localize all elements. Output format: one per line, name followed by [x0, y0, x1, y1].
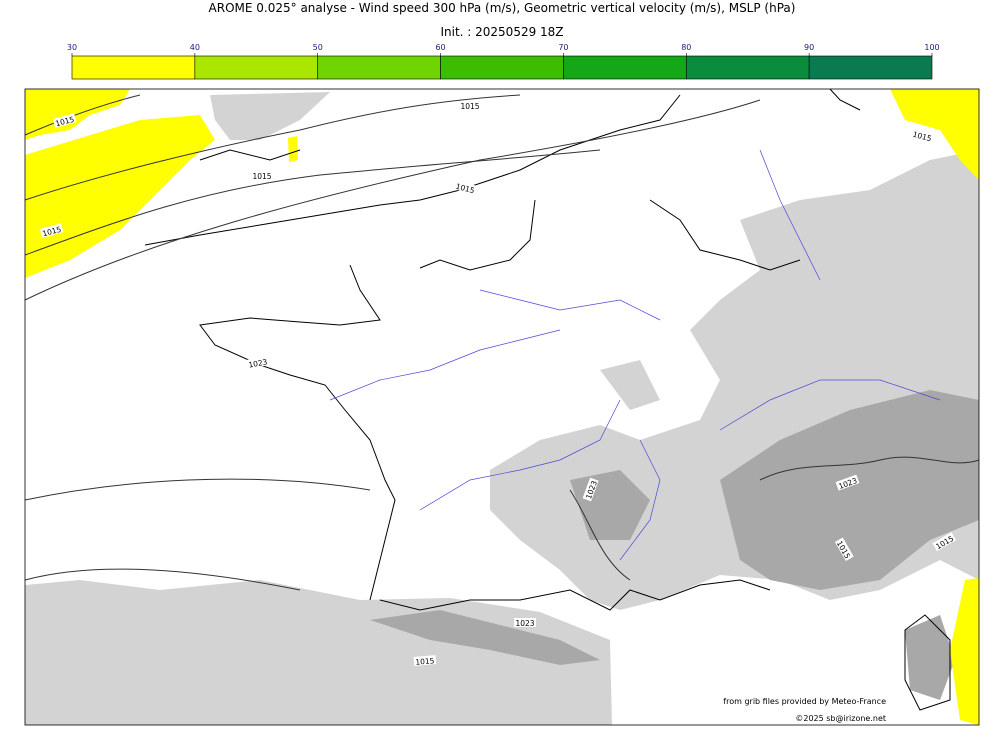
colorbar-segment [440, 55, 564, 80]
isobar-label-bg [932, 532, 957, 552]
isobar-label-bg [453, 180, 478, 195]
rivers [329, 149, 941, 561]
colorbar-tick-label: 60 [435, 43, 445, 52]
isobar-label-bg [582, 477, 599, 502]
isobar-label: 1015 [252, 172, 271, 181]
isobar-label-bg [459, 101, 481, 110]
colorbar-tick-label: 70 [558, 43, 568, 52]
map-frame [24, 88, 980, 726]
colorbar-tick-label: 30 [67, 43, 77, 52]
colorbar-segment [317, 55, 441, 80]
colorbar-tick-label: 90 [804, 43, 814, 52]
isobar-label-bg [251, 171, 273, 180]
isobar-label-bg [514, 618, 536, 627]
colorbar-segment [808, 55, 933, 80]
isobar-label: 1015 [460, 102, 479, 111]
subtitle: Init. : 20250529 18Z [440, 25, 563, 39]
colorbar-tick-label: 50 [313, 43, 323, 52]
isobar-label-bg [834, 537, 854, 562]
title: AROME 0.025° analyse - Wind speed 300 hP… [209, 1, 796, 15]
colorbar-segment [563, 55, 687, 80]
colorbar-tick-label: 40 [190, 43, 200, 52]
isobar-label-bg [52, 113, 77, 128]
colorbar-tick-label: 80 [681, 43, 691, 52]
colorbar: 30 40 50 60 70 80 90 100 [67, 43, 940, 80]
colorbar-tick-label: 100 [924, 43, 939, 52]
isobar-label-bg [246, 356, 270, 369]
credit-source: from grib files provided by Meteo-France [723, 697, 886, 706]
coastlines [144, 88, 951, 711]
isobar-label-bg [413, 655, 437, 666]
colorbar-segment [685, 55, 810, 80]
terrain-dark [370, 390, 979, 700]
isobar-label-bg [835, 474, 860, 491]
isobar-label: 1023 [515, 619, 534, 628]
isobars [24, 94, 980, 591]
isobar-label-bg [910, 128, 935, 143]
credit-author: ©2025 sb@irizone.net [795, 714, 886, 723]
isobar-label: 1023 [248, 357, 269, 369]
isobar-label: 1015 [415, 656, 435, 667]
isobar-label-bg [39, 223, 64, 238]
colorbar-segment [194, 55, 319, 80]
colorbar-segment [71, 55, 196, 80]
